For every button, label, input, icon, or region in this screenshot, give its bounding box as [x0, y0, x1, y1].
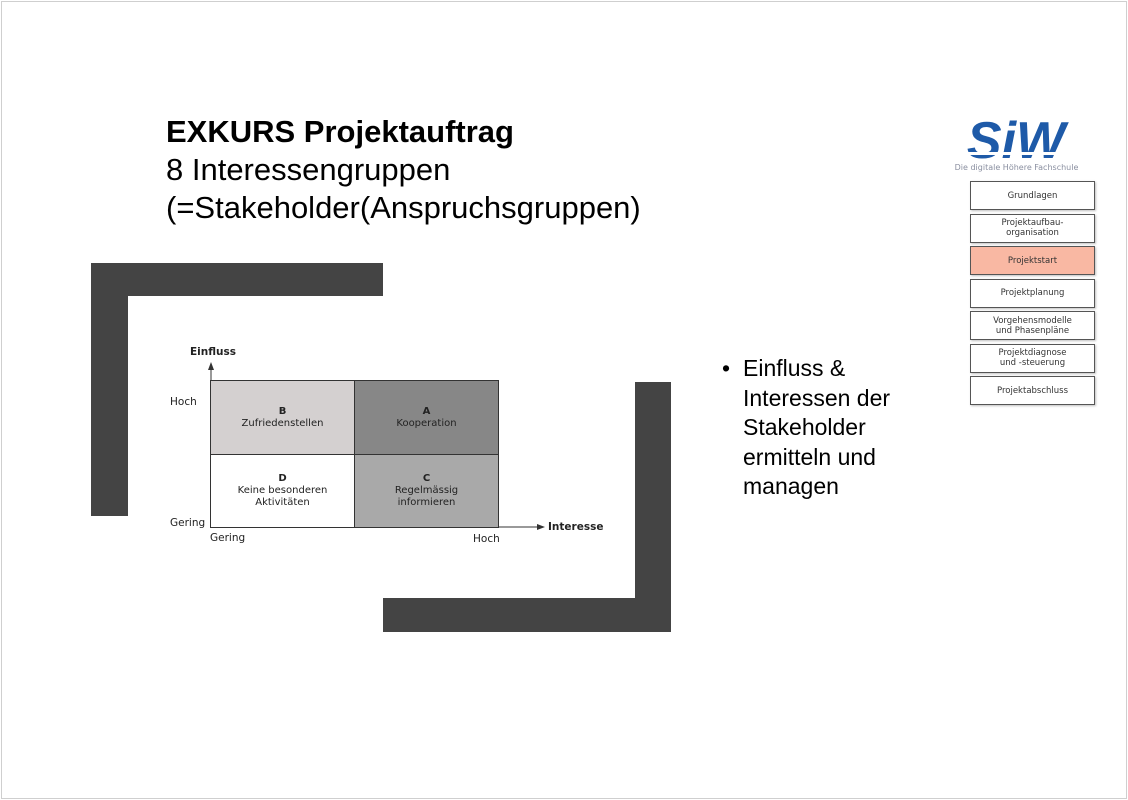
siw-logo-graphic: SiW	[946, 112, 1086, 170]
quadrant-d-text-1: Keine besonderen	[237, 485, 328, 496]
quadrant-d-text-2: Aktivitäten	[255, 497, 310, 508]
quadrant-b: B Zufriedenstellen	[210, 380, 355, 455]
logo-text: SiW	[967, 114, 1069, 164]
x-high-label: Hoch	[473, 533, 500, 545]
quadrant-c-letter: C	[422, 473, 431, 484]
quadrant-a-text: Kooperation	[396, 417, 457, 429]
quadrant-c: C Regelmässig informieren	[354, 454, 499, 528]
nav-item-projektplanung[interactable]: Projektplanung	[970, 278, 1095, 308]
quadrant-d: D Keine besonderen Aktivitäten	[210, 454, 355, 528]
quadrant-a-letter: A	[422, 405, 431, 417]
bullet-text: Einfluss & Interessen der Stakeholder er…	[743, 355, 891, 499]
nav-item-vorgehensmodelle[interactable]: Vorgehensmodelle und Phasenpläne	[970, 311, 1095, 340]
nav-item-grundlagen[interactable]: Grundlagen	[970, 181, 1095, 210]
nav-item-projektdiagnose[interactable]: Projektdiagnose und -steuerung	[970, 343, 1095, 373]
title-line-2: 8 Interessengruppen	[166, 152, 451, 187]
frame-bottom-right-vertical	[635, 382, 671, 632]
title-bold: EXKURS Projektauftrag	[166, 114, 514, 149]
x-low-label: Gering	[210, 532, 246, 544]
chapter-nav: Grundlagen Projektaufbau- organisation P…	[970, 181, 1095, 409]
y-low-label: Gering	[170, 517, 206, 529]
logo-subtitle: Die digitale Höhere Fachschule	[954, 163, 1079, 172]
quadrant-c-text-1: Regelmässig	[394, 485, 459, 496]
frame-top-left-vertical	[91, 263, 128, 516]
slide-title: EXKURS Projektauftrag 8 Interessengruppe…	[166, 113, 641, 227]
y-high-label: Hoch	[170, 396, 197, 408]
nav-item-projektaufbauorganisation[interactable]: Projektaufbau- organisation	[970, 213, 1095, 243]
y-axis-label: Einfluss	[190, 346, 237, 358]
quadrant-d-letter: D	[278, 473, 287, 484]
siw-logo: SiW	[944, 112, 1089, 176]
stakeholder-matrix: Einfluss Interesse Hoch Gering Gering Ho…	[160, 337, 620, 552]
title-line-3: (=Stakeholder(Anspruchsgruppen)	[166, 190, 641, 225]
nav-item-projektabschluss[interactable]: Projektabschluss	[970, 376, 1095, 405]
quadrant-a: A Kooperation	[354, 380, 499, 455]
quadrant-c-text-2: informieren	[397, 497, 456, 508]
nav-item-projektstart[interactable]: Projektstart	[970, 246, 1095, 275]
quadrant-b-text: Zufriedenstellen	[241, 417, 324, 429]
frame-bottom-right-horizontal	[383, 598, 671, 632]
frame-top-left-horizontal	[91, 263, 383, 296]
quadrant-b-letter: B	[278, 405, 287, 417]
x-axis-label: Interesse	[548, 521, 604, 533]
bullet-dot: •	[722, 355, 731, 381]
